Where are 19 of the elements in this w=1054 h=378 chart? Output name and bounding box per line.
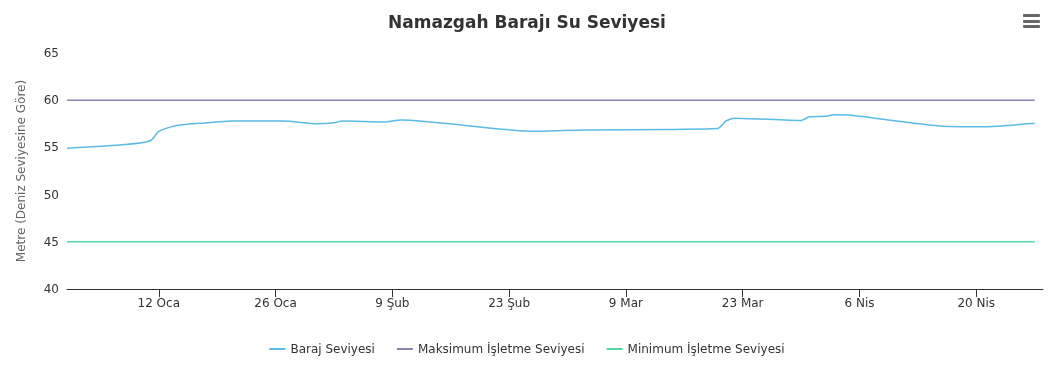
y-tick-label: 40 — [43, 282, 59, 296]
x-tick-label: 9 Şub — [375, 296, 410, 310]
y-tick-label: 55 — [43, 140, 59, 155]
x-tick-label: 23 Şub — [488, 296, 531, 310]
y-axis-title: Metre (Deniz Seviyesine Göre) — [14, 79, 28, 263]
x-tick-label: 20 Nis — [957, 296, 996, 310]
x-tick-label: 6 Nis — [844, 296, 875, 310]
y-tick-label: 50 — [43, 187, 59, 202]
legend-label: Baraj Seviyesi — [290, 342, 375, 356]
x-tick-label: 12 Oca — [137, 296, 180, 310]
legend-label: Minimum İşletme Seviyesi — [627, 341, 785, 356]
x-tick-label: 9 Mar — [608, 296, 644, 310]
legend-label: Maksimum İşletme Seviyesi — [417, 341, 585, 356]
x-tick-label: 23 Mar — [721, 296, 764, 310]
y-tick-label: 65 — [43, 46, 59, 60]
x-tick-label: 26 Oca — [254, 296, 297, 310]
chart-title: Namazgah Barajı Su Seviyesi — [388, 11, 666, 32]
y-tick-label: 45 — [43, 234, 59, 249]
y-tick-label: 60 — [43, 93, 59, 108]
